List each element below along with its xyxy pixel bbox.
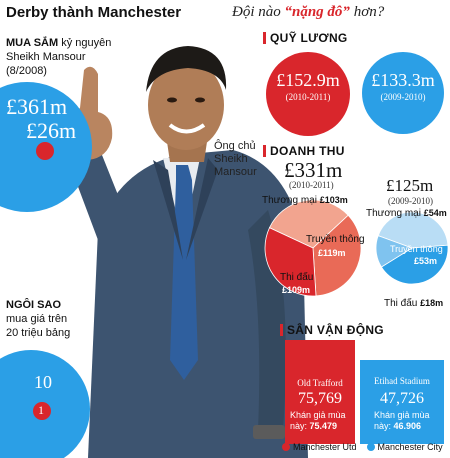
united-commercial-label-text: Thương mại	[262, 195, 317, 206]
stadium-title: SÂN VẬN ĐỘNG	[287, 323, 384, 337]
city-stadium-name: Etihad Stadium	[374, 376, 430, 386]
united-pie-slice-1	[312, 214, 362, 297]
shopping-line2: Sheikh Mansour	[6, 51, 86, 63]
revenue-city-total: £125m	[386, 176, 434, 195]
caption-line3: Mansour	[214, 166, 257, 178]
united-stadium-attendance: Khán giả mùa này: 75.479	[290, 410, 354, 432]
revenue-accent-bar	[263, 145, 266, 157]
legend-city-dot	[366, 443, 375, 451]
city-attendance-value: 46.906	[393, 421, 422, 431]
legend-united-label: Manchester Utd	[293, 442, 357, 452]
united-attendance-line2: này:	[290, 421, 310, 431]
legend: Manchester Utd Manchester City	[282, 442, 443, 452]
city-commercial-label: Thương mại £54m	[366, 208, 447, 219]
stars-city-value: 10	[34, 372, 52, 392]
city-stadium-capacity: 47,726	[380, 390, 424, 407]
shopping-line3: (8/2008)	[6, 65, 47, 77]
united-stadium-capacity: 75,769	[298, 390, 342, 407]
stars-heading: NGÔI SAO mua giá trên 20 triệu bảng	[6, 298, 70, 340]
united-tv-value: £119m	[318, 248, 346, 258]
city-matchday-value: £18m	[420, 298, 444, 308]
stars-line3: 20 triệu bảng	[6, 327, 71, 339]
shopping-heading-rest: kỷ nguyên	[58, 37, 112, 49]
united-pie-slice-0	[268, 199, 349, 249]
united-tv-label: Truyền thông	[306, 234, 365, 245]
united-commercial-label: Thương mại £103m	[262, 195, 348, 206]
infographic-subtitle: Đội nào “nặng đô” hơn?	[232, 4, 384, 21]
city-stadium-attendance: Khán giả mùa này: 46.906	[374, 410, 444, 432]
stadium-accent-bar	[280, 324, 283, 336]
united-stadium-name: Old Trafford	[297, 378, 343, 388]
legend-united-dot	[282, 443, 290, 451]
stars-heading-bold: NGÔI SAO	[6, 299, 62, 311]
city-commercial-value: £54m	[423, 208, 447, 218]
wages-city-value: £133.3m	[371, 70, 435, 90]
photo-caption: Ông chủ Sheikh Mansour	[214, 140, 257, 179]
revenue-united-total: £331m	[284, 158, 343, 182]
stars-united-circle	[33, 402, 51, 420]
revenue-city-pie-slices	[375, 211, 449, 285]
subtitle-post: hơn?	[349, 4, 385, 20]
wages-title: QUỸ LƯƠNG	[270, 31, 348, 45]
shopping-united-value: £26m	[26, 118, 77, 143]
revenue-united-pie	[264, 199, 362, 297]
united-pie-slice-2	[264, 227, 317, 297]
united-stadium-box	[285, 340, 355, 444]
infographic-title: Derby thành Manchester	[6, 4, 182, 21]
city-matchday-label-text: Thi đấu	[384, 298, 418, 309]
shopping-heading-bold: MUA SẮM	[6, 37, 59, 49]
wages-united-value: £152.9m	[276, 70, 340, 90]
united-commercial-value: £103m	[319, 195, 348, 205]
wages-accent-bar	[263, 32, 266, 44]
shopping-heading: MUA SẮM kỷ nguyên Sheikh Mansour (8/2008…	[6, 36, 111, 78]
revenue-title: DOANH THU	[270, 144, 345, 158]
revenue-city-pie	[375, 211, 449, 285]
caption-line1: Ông chủ	[214, 140, 256, 152]
city-stadium-box	[360, 360, 444, 444]
united-attendance-value: 75.479	[309, 421, 338, 431]
caption-line2: Sheikh	[214, 153, 248, 165]
revenue-united-pie-slices	[264, 199, 362, 297]
shopping-city-value: £361m	[6, 94, 68, 119]
revenue-city-season: (2009-2010)	[388, 196, 433, 206]
shopping-united-circle	[36, 142, 54, 160]
city-pie-slice-0	[377, 211, 449, 249]
city-pie-slice-2	[375, 235, 413, 268]
stars-line2: mua giá trên	[6, 313, 68, 325]
united-attendance-line1: Khán giả mùa	[290, 410, 346, 420]
city-commercial-label-text: Thương mại	[366, 208, 421, 219]
city-attendance-line2: này:	[374, 421, 394, 431]
city-attendance-line1: Khán giả mùa	[374, 410, 430, 420]
wages-united-season: (2010-2011)	[285, 92, 331, 102]
stars-united-value: 1	[38, 403, 44, 417]
united-matchday-label: Thi đấu	[280, 272, 314, 283]
legend-city-label: Manchester City	[377, 442, 443, 452]
wages-city-season: (2009-2010)	[380, 92, 426, 102]
subtitle-emphasis: “nặng đô”	[284, 4, 350, 20]
subtitle-pre: Đội nào	[232, 4, 285, 20]
city-pie-slice-1	[380, 244, 449, 285]
city-matchday-label: Thi đấu £18m	[384, 298, 443, 309]
wages-city-circle	[362, 52, 444, 134]
city-tv-value: £53m	[414, 256, 438, 266]
city-tv-label: Truyền thông	[390, 244, 443, 254]
revenue-united-season: (2010-2011)	[289, 180, 334, 190]
united-matchday-value: £109m	[282, 285, 311, 295]
wages-united-circle	[266, 52, 350, 136]
